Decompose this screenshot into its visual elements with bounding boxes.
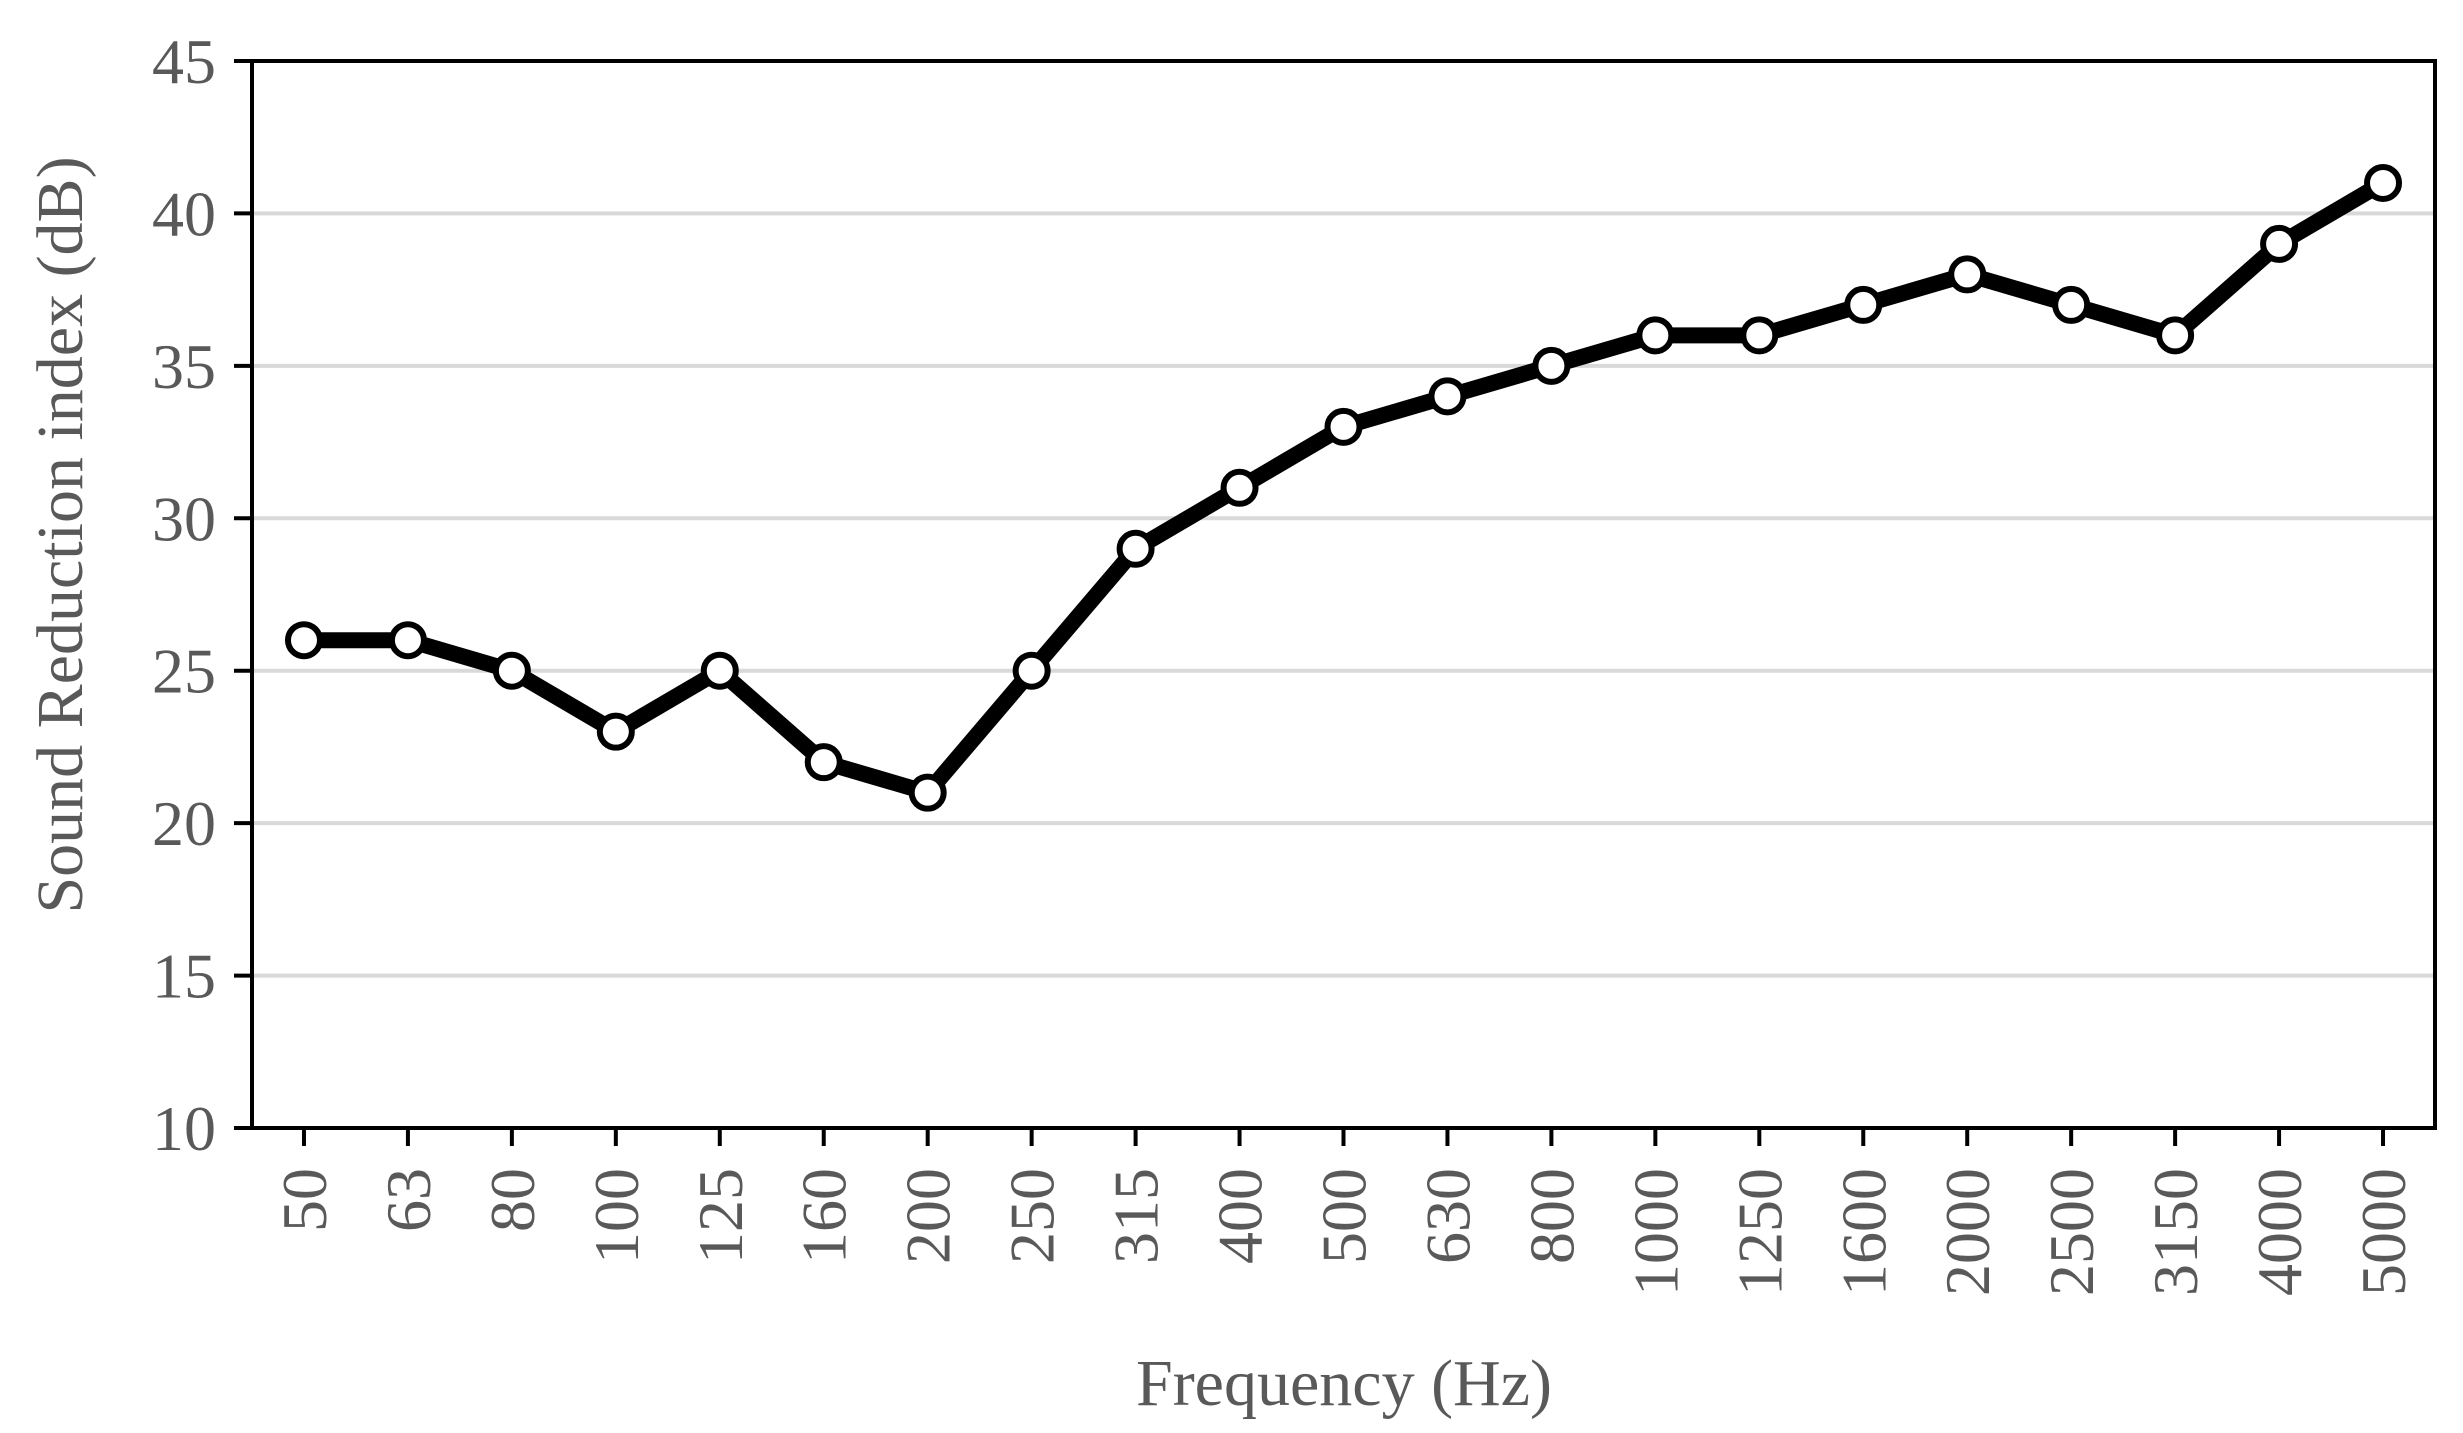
- x-tick-label: 1250: [1724, 1168, 1795, 1296]
- plot-frame: [250, 59, 2437, 1130]
- data-point-50: [284, 621, 323, 660]
- x-tick-label: 250: [997, 1168, 1068, 1264]
- series: [295, 174, 2392, 801]
- y-tick-label: 15: [152, 941, 216, 1012]
- markers: [284, 163, 2403, 812]
- x-tick-label: 4000: [2244, 1168, 2315, 1296]
- data-point-500: [1324, 407, 1363, 446]
- data-point-1250: [1740, 316, 1779, 355]
- data-point-160: [804, 743, 843, 782]
- x-tick-label: 500: [1309, 1168, 1380, 1264]
- data-point-3150: [2156, 316, 2195, 355]
- data-point-1600: [1844, 285, 1883, 324]
- x-tick-label: 1600: [1828, 1168, 1899, 1296]
- data-point-2000: [1948, 255, 1987, 294]
- x-tick-label: 125: [685, 1168, 756, 1264]
- data-point-2500: [2052, 285, 2091, 324]
- y-axis-title: Sound Reduction index (dB): [24, 156, 97, 913]
- data-point-80: [492, 651, 531, 690]
- x-tick-label: 2000: [1932, 1168, 2003, 1296]
- axes: [234, 59, 2437, 1146]
- y-tick-label: 30: [152, 483, 216, 554]
- data-point-315: [1116, 529, 1155, 568]
- x-tick-label: 630: [1412, 1168, 1483, 1264]
- x-tick-label: 315: [1101, 1168, 1172, 1264]
- data-point-4000: [2260, 224, 2299, 263]
- x-tick-label: 3150: [2140, 1168, 2211, 1296]
- gridlines: [252, 211, 2435, 978]
- series-line-0: [295, 174, 2392, 801]
- data-point-125: [700, 651, 739, 690]
- tick-labels: 10 15 20 25 30 35 40 45 50 63 80 100 125 160 200 250 315…: [152, 26, 2419, 1296]
- data-point-63: [388, 621, 427, 660]
- y-tick-label: 45: [152, 26, 216, 97]
- data-point-1000: [1636, 316, 1675, 355]
- x-tick-label: 160: [789, 1168, 860, 1264]
- x-tick-label: 50: [269, 1168, 340, 1232]
- x-tick-label: 200: [893, 1168, 964, 1264]
- x-axis-title: Frequency (Hz): [1136, 1347, 1552, 1420]
- x-tick-label: 100: [581, 1168, 652, 1264]
- x-tick-label: 2500: [2036, 1168, 2107, 1296]
- data-point-630: [1428, 377, 1467, 416]
- x-tick-label: 80: [477, 1168, 548, 1232]
- data-point-400: [1220, 468, 1259, 507]
- data-point-800: [1532, 346, 1571, 385]
- data-point-250: [1012, 651, 1051, 690]
- x-tick-label: 400: [1205, 1168, 1276, 1264]
- y-tick-label: 25: [152, 636, 216, 707]
- data-point-200: [908, 773, 947, 812]
- y-tick-label: 35: [152, 331, 216, 402]
- y-tick-label: 40: [152, 178, 216, 249]
- data-point-100: [596, 712, 635, 751]
- x-tick-label: 1000: [1620, 1168, 1691, 1296]
- x-tick-label: 63: [373, 1168, 444, 1232]
- y-tick-label: 10: [152, 1093, 216, 1164]
- data-point-5000: [2364, 163, 2403, 202]
- x-tick-label: 800: [1516, 1168, 1587, 1264]
- x-tick-label: 5000: [2348, 1168, 2419, 1296]
- y-tick-label: 20: [152, 788, 216, 859]
